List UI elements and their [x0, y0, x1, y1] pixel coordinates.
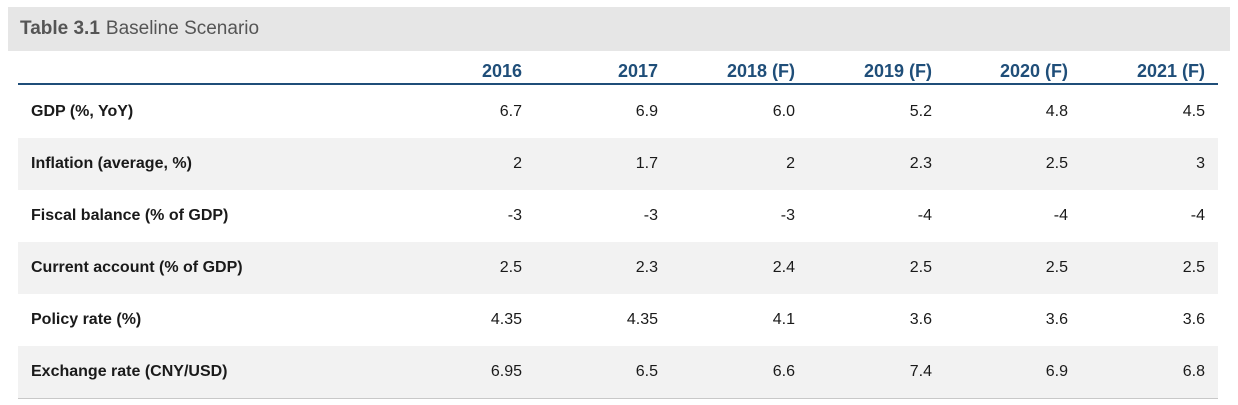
table-cell: 2.5 [499, 259, 522, 276]
table-cell: 2.5 [1045, 155, 1068, 172]
column-header-2018: 2018 (F) [726, 61, 795, 81]
table-cell: 3.6 [1182, 311, 1205, 328]
column-header-2020: 2020 (F) [999, 61, 1068, 81]
table-cell: 2.5 [909, 259, 932, 276]
table-cell: 2 [786, 155, 795, 172]
table-cell: -4 [1190, 207, 1205, 224]
table-cell: 4.8 [1045, 103, 1068, 120]
table-bottom-rule [18, 398, 1218, 399]
table-cell: 6.5 [635, 363, 658, 380]
table-row-current-account: Current account (% of GDP) 2.5 2.3 2.4 2… [18, 242, 1218, 294]
table-row-fiscal-balance: Fiscal balance (% of GDP) -3 -3 -3 -4 -4… [18, 190, 1218, 242]
table-cell: -3 [643, 207, 658, 224]
table-row-policy-rate: Policy rate (%) 4.35 4.35 4.1 3.6 3.6 3.… [18, 294, 1218, 346]
table-header-row: 2016 2017 2018 (F) 2019 (F) 2020 (F) 202… [18, 55, 1218, 85]
column-header-2017: 2017 [617, 61, 658, 81]
column-header-2019: 2019 (F) [863, 61, 932, 81]
table-row-gdp: GDP (%, YoY) 6.7 6.9 6.0 5.2 4.8 4.5 [18, 86, 1218, 138]
table-cell: 3.6 [1045, 311, 1068, 328]
table-caption: Baseline Scenario [105, 18, 260, 39]
table-cell: 3 [1196, 155, 1205, 172]
table-cell: 4.1 [772, 311, 795, 328]
table-cell: 2.3 [909, 155, 932, 172]
table-cell: 7.4 [909, 363, 932, 380]
table-cell: 4.5 [1182, 103, 1205, 120]
row-label: Inflation (average, %) [31, 155, 192, 172]
table-number: Table 3.1 [20, 18, 100, 39]
table-cell: 6.95 [490, 363, 522, 380]
table-cell: 6.7 [499, 103, 522, 120]
table-title-bar: Table 3.1 Baseline Scenario [8, 7, 1230, 51]
row-label: Current account (% of GDP) [31, 259, 243, 276]
row-label: GDP (%, YoY) [31, 103, 134, 120]
table-cell: 6.6 [772, 363, 795, 380]
row-label: Exchange rate (CNY/USD) [31, 363, 228, 380]
table-cell: 2.3 [635, 259, 658, 276]
table-cell: 2 [513, 155, 522, 172]
table-cell: 2.4 [772, 259, 795, 276]
table-cell: 4.35 [626, 311, 658, 328]
table-cell: 4.35 [490, 311, 522, 328]
table-cell: 6.9 [635, 103, 658, 120]
table-cell: 2.5 [1182, 259, 1205, 276]
table-cell: 1.7 [635, 155, 658, 172]
row-label: Policy rate (%) [31, 311, 142, 328]
column-header-2021: 2021 (F) [1136, 61, 1205, 81]
table-cell: 5.2 [909, 103, 932, 120]
table-cell: 3.6 [909, 311, 932, 328]
table-cell: 6.9 [1045, 363, 1068, 380]
table-cell: -4 [917, 207, 932, 224]
table-cell: 2.5 [1045, 259, 1068, 276]
table-row-exchange-rate: Exchange rate (CNY/USD) 6.95 6.5 6.6 7.4… [18, 346, 1218, 398]
table-cell: -4 [1053, 207, 1068, 224]
table-row-inflation: Inflation (average, %) 2 1.7 2 2.3 2.5 3 [18, 138, 1218, 190]
column-header-2016: 2016 [481, 61, 522, 81]
table-cell: -3 [507, 207, 522, 224]
table-cell: -3 [780, 207, 795, 224]
table-cell: 6.8 [1182, 363, 1205, 380]
row-label: Fiscal balance (% of GDP) [31, 207, 229, 224]
table-cell: 6.0 [772, 103, 795, 120]
